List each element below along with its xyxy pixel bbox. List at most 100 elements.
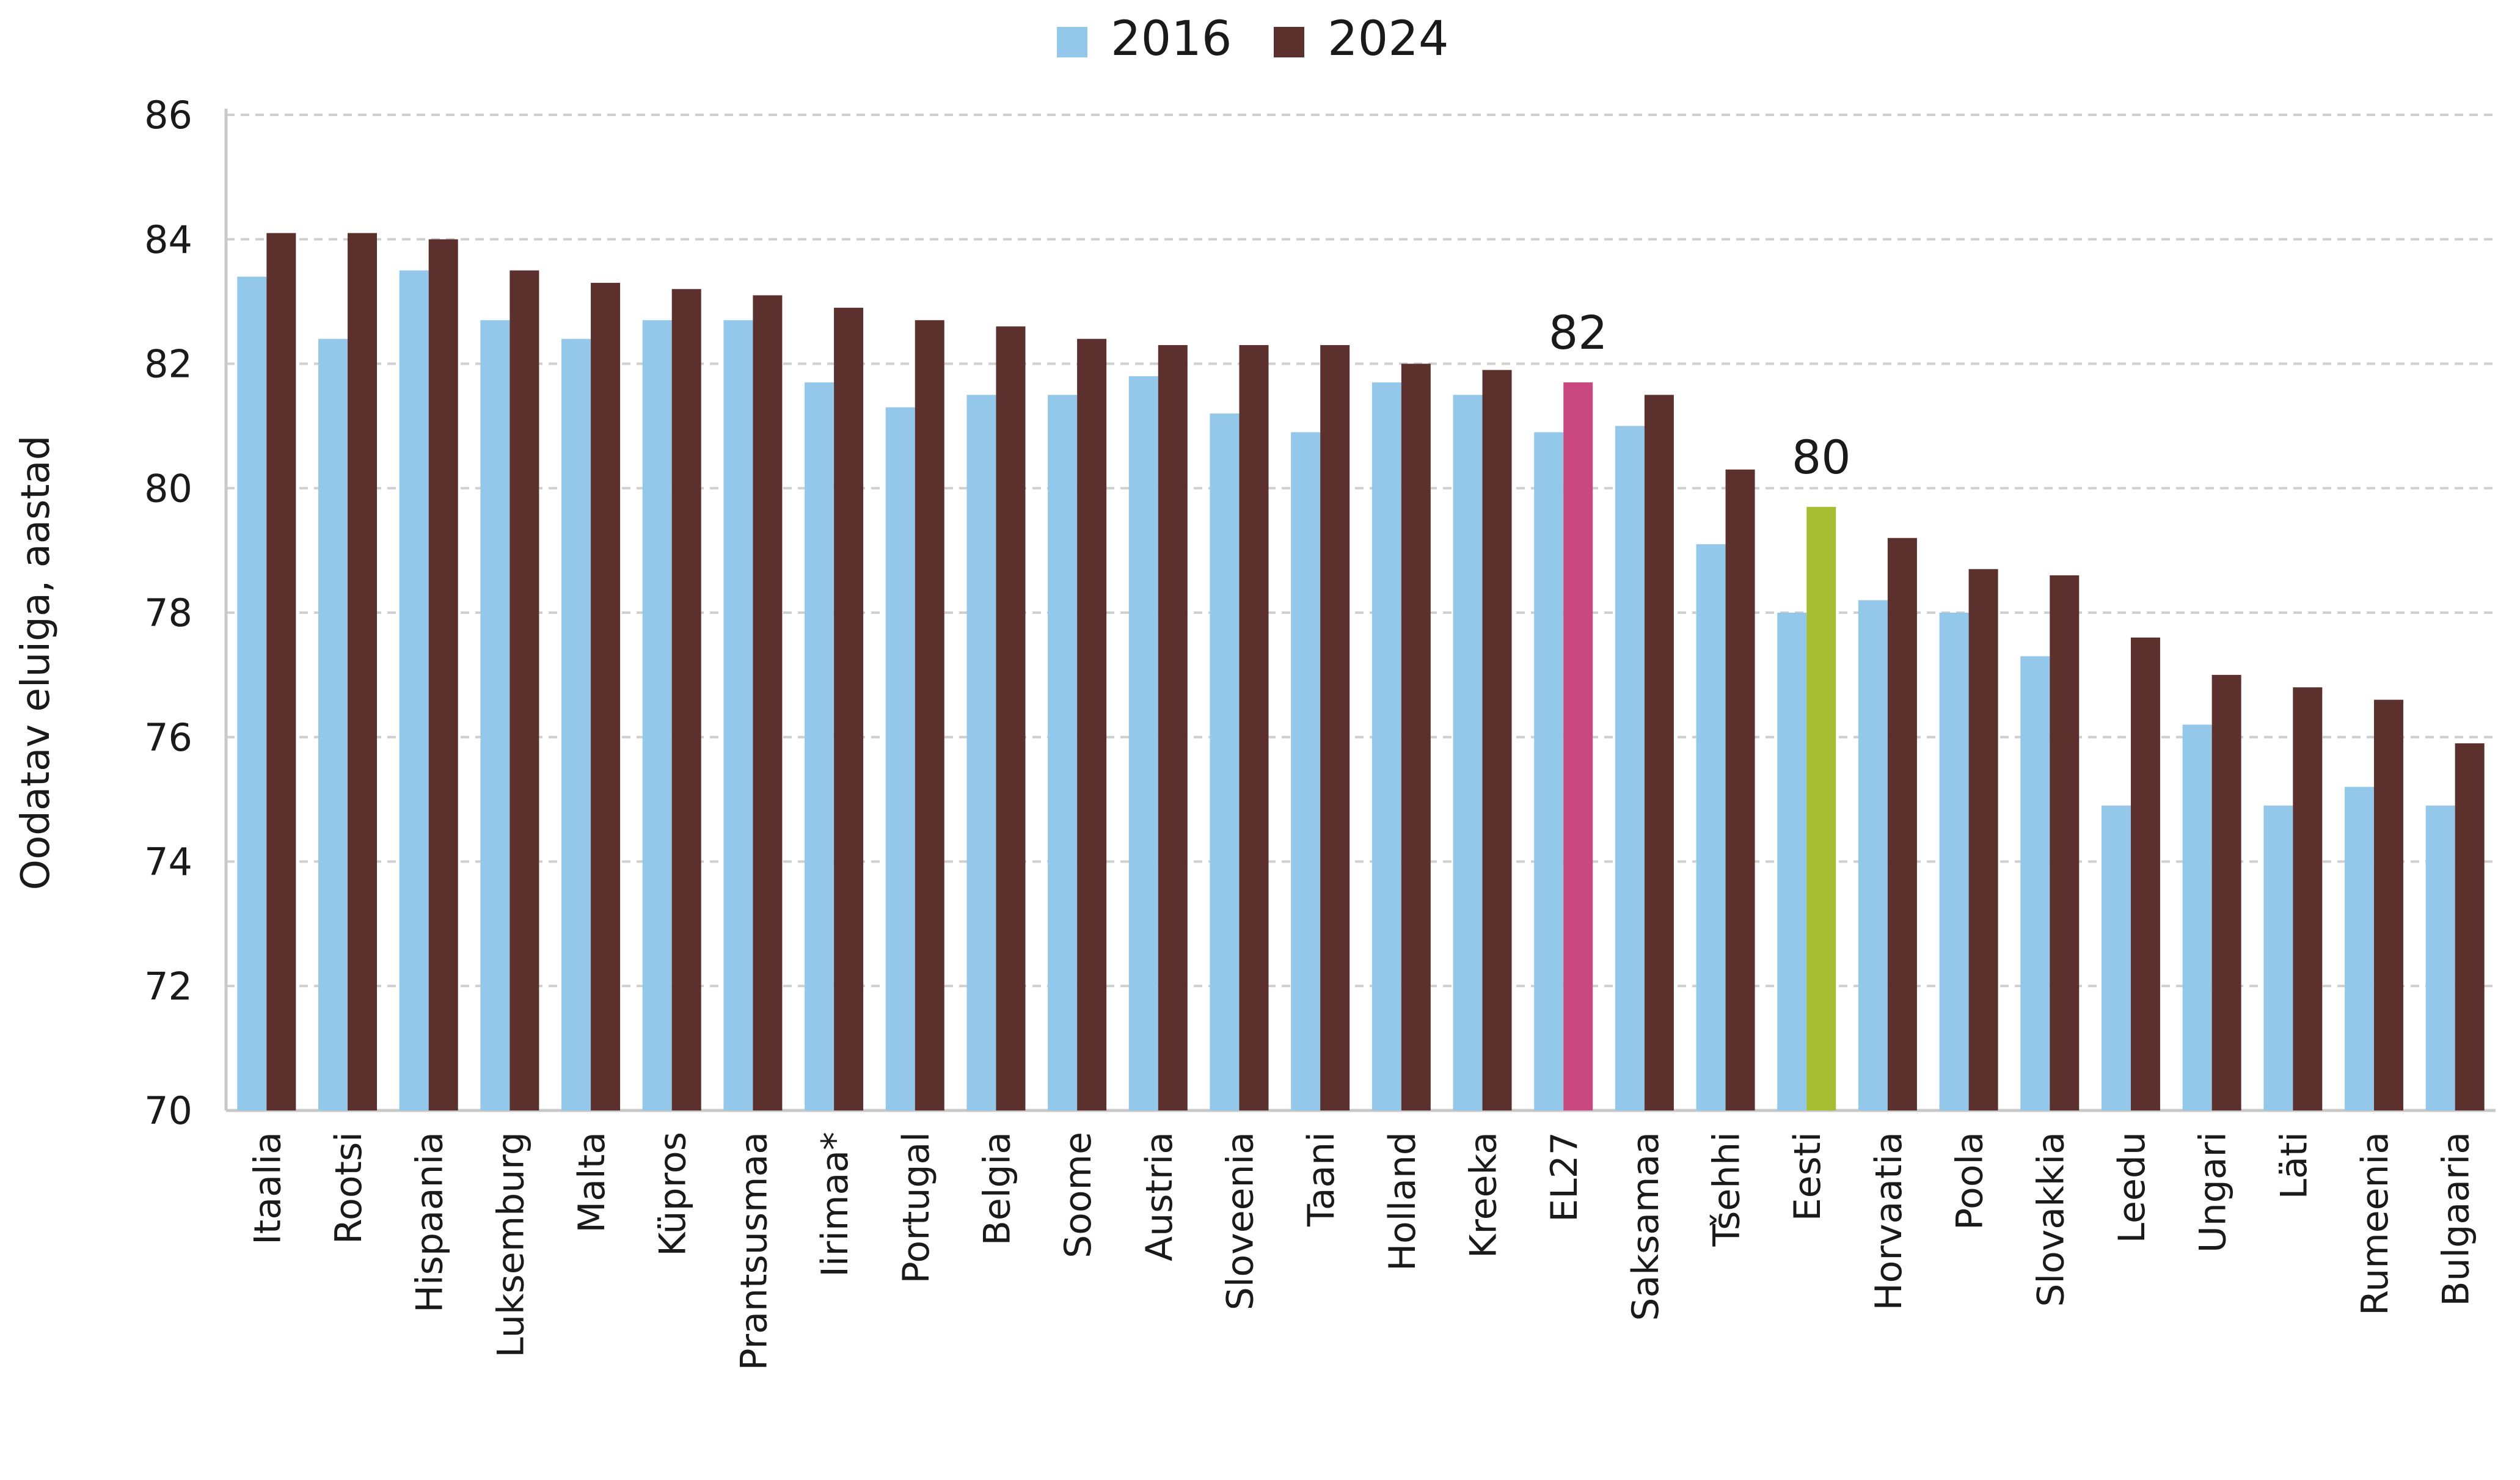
x-tick-label: Ungari: [2192, 1132, 2235, 1253]
bar-2016: [1453, 395, 1483, 1110]
x-tick-label: Leedu: [2111, 1132, 2153, 1243]
y-tick-label: 70: [144, 1088, 192, 1133]
legend-swatch: [1274, 27, 1304, 57]
data-label: 80: [1792, 430, 1851, 484]
bar-2024: [348, 233, 378, 1110]
x-tick-label: Malta: [571, 1132, 613, 1233]
bar-2024: [591, 283, 621, 1110]
bar-2024: [1563, 382, 1593, 1110]
bar-2024: [1644, 395, 1674, 1110]
bar-2024: [1158, 344, 1188, 1110]
x-tick-label: Hispaania: [409, 1132, 451, 1313]
bar-2024: [1482, 370, 1512, 1110]
bar-2016: [1696, 544, 1726, 1110]
bar-2016: [805, 382, 835, 1110]
x-tick-label: Portugal: [895, 1132, 938, 1284]
y-axis-title: Oodatav eluiga, aastad: [13, 436, 59, 891]
x-tick-label: Poola: [1949, 1132, 1992, 1230]
x-tick-label: Luksemburg: [489, 1132, 532, 1358]
bar-2016: [1048, 395, 1078, 1110]
bar-2016: [2020, 656, 2050, 1110]
bar-2024: [2373, 699, 2403, 1110]
bar-2016: [237, 276, 267, 1110]
bar-2024: [834, 307, 864, 1110]
y-tick-label: 80: [144, 466, 192, 511]
x-tick-label: Sloveenia: [1219, 1132, 1262, 1310]
bar-2024: [1968, 569, 1998, 1110]
bar-2016: [561, 338, 591, 1110]
bar-2024: [1806, 506, 1836, 1110]
bar-2016: [318, 338, 348, 1110]
bar-2016: [1291, 432, 1321, 1110]
bar-2024: [1725, 469, 1755, 1110]
y-tick-label: 78: [144, 591, 192, 635]
bar-2024: [996, 326, 1026, 1110]
bar-2024: [2050, 575, 2080, 1110]
bar-2016: [885, 407, 915, 1110]
x-tick-label: Iirimaa*: [814, 1132, 856, 1277]
bar-2016: [1615, 426, 1645, 1110]
y-tick-label: 86: [144, 93, 192, 137]
bar-2024: [753, 295, 783, 1110]
x-tick-label: Austria: [1138, 1132, 1181, 1261]
bar-2016: [399, 270, 429, 1110]
legend-swatch: [1057, 27, 1087, 57]
y-tick-label: 82: [144, 342, 192, 387]
legend: 2016 2024: [1057, 12, 1449, 67]
bar-2016: [1210, 414, 1240, 1110]
x-tick-label: Rumeenia: [2354, 1132, 2397, 1316]
bar-2016: [966, 395, 996, 1110]
bar-2016: [2263, 805, 2293, 1110]
labels: 70 72 74 76 78 80 82 84 86 Itaalia Rootsi Hispaania…: [144, 93, 2478, 1371]
bar-2016: [1534, 432, 1564, 1110]
bar-2016: [1128, 376, 1158, 1110]
bar-2024: [1239, 344, 1269, 1110]
x-tick-label: Läti: [2273, 1132, 2315, 1199]
bar-2016: [1939, 613, 1969, 1110]
bar-2016: [2344, 787, 2374, 1110]
bar-2024: [1401, 363, 1431, 1110]
y-tick-label: 74: [144, 840, 192, 884]
x-tick-label: Rootsi: [327, 1132, 370, 1244]
bar-2024: [1320, 344, 1350, 1110]
grid-lines: [226, 114, 2496, 988]
x-tick-label: Slovakkia: [2029, 1132, 2072, 1307]
x-tick-label: EL27: [1543, 1132, 1586, 1222]
bar-2024: [1887, 538, 1917, 1110]
bar-2016: [2425, 805, 2455, 1110]
x-tick-label: Kreeka: [1463, 1132, 1505, 1258]
legend-label: 2016: [1111, 12, 1232, 67]
bars: [237, 233, 2485, 1110]
bar-2016: [1777, 613, 1807, 1110]
x-tick-label: Bulgaaria: [2435, 1132, 2478, 1307]
bar-2024: [2130, 637, 2160, 1110]
x-tick-label: Saksamaa: [1624, 1132, 1667, 1321]
bar-2024: [1077, 338, 1107, 1110]
y-tick-label: 84: [144, 217, 192, 262]
x-tick-label: Horvaatia: [1868, 1132, 1910, 1311]
x-tick-label: Prantsusmaa: [732, 1132, 775, 1371]
bar-2024: [2211, 674, 2241, 1110]
bar-2024: [428, 239, 458, 1110]
bar-2016: [1858, 600, 1888, 1110]
bar-2016: [2182, 724, 2212, 1110]
bar-2016: [1371, 382, 1401, 1110]
y-tick-label: 72: [144, 964, 192, 1008]
bar-2016: [2101, 805, 2131, 1110]
x-tick-label: Tšehhi: [1706, 1132, 1748, 1247]
bar-2024: [266, 233, 296, 1110]
bar-2016: [480, 320, 510, 1110]
x-tick-label: Küpros: [652, 1132, 695, 1256]
bar-2024: [509, 270, 539, 1110]
y-tick-label: 76: [144, 715, 192, 760]
x-tick-label: Eesti: [1786, 1132, 1829, 1221]
legend-label: 2024: [1328, 12, 1449, 67]
x-tick-label: Soome: [1057, 1132, 1100, 1258]
x-tick-label: Itaalia: [246, 1132, 289, 1245]
x-tick-label: Holland: [1381, 1132, 1424, 1271]
x-tick-label: Belgia: [976, 1132, 1018, 1245]
data-label: 82: [1549, 305, 1608, 360]
bar-2024: [915, 320, 944, 1110]
bar-2024: [2293, 687, 2323, 1110]
